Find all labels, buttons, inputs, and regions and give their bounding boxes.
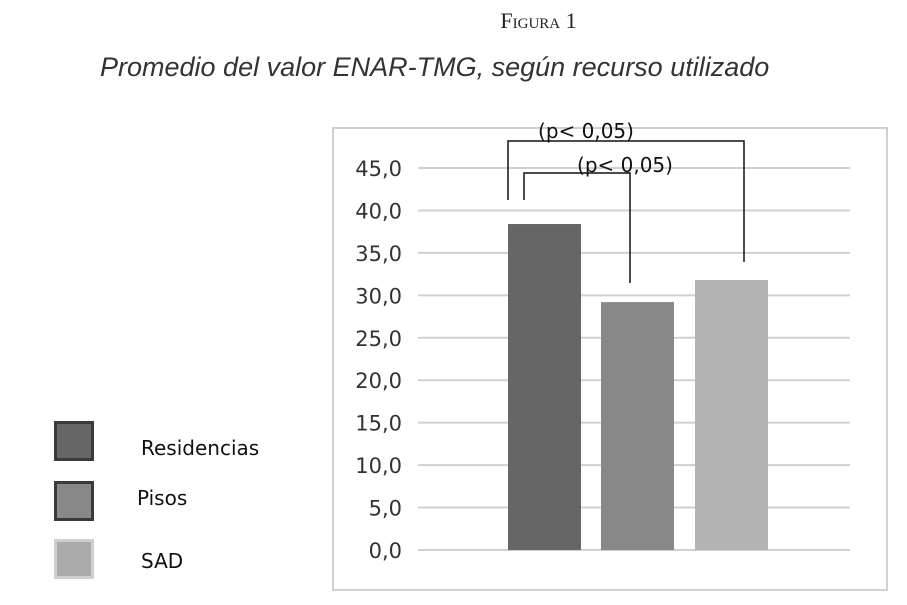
y-tick-label: 15,0 [355, 412, 402, 436]
y-tick-label: 10,0 [355, 454, 402, 478]
y-tick-label: 40,0 [355, 199, 402, 223]
legend-swatch-pisos [54, 481, 94, 521]
plot-frame [332, 127, 888, 591]
significance-label: (p< 0,05) [538, 119, 634, 143]
y-tick-label: 0,0 [369, 539, 402, 563]
chart-title: Promedio del valor ENAR-TMG, según recur… [100, 52, 770, 82]
bar-pisos [601, 302, 674, 550]
y-tick-label: 35,0 [355, 242, 402, 266]
legend-label: SAD [141, 549, 184, 573]
significance-bracket [507, 140, 745, 262]
legend-swatch-residencias [54, 421, 94, 461]
significance-bracket [523, 172, 631, 283]
bar-residencias [508, 224, 581, 550]
y-tick-label: 45,0 [355, 157, 402, 181]
y-tick-label: 25,0 [355, 327, 402, 351]
legend-label: Residencias [141, 436, 260, 460]
y-tick-label: 5,0 [369, 497, 402, 521]
figure-label: Figura 1 [500, 8, 577, 33]
legend-label: Pisos [137, 486, 188, 510]
significance-label: (p< 0,05) [577, 153, 673, 177]
y-tick-label: 20,0 [355, 369, 402, 393]
bar-sad [695, 280, 768, 550]
y-tick-label: 30,0 [355, 284, 402, 308]
legend-swatch-sad [54, 539, 94, 579]
